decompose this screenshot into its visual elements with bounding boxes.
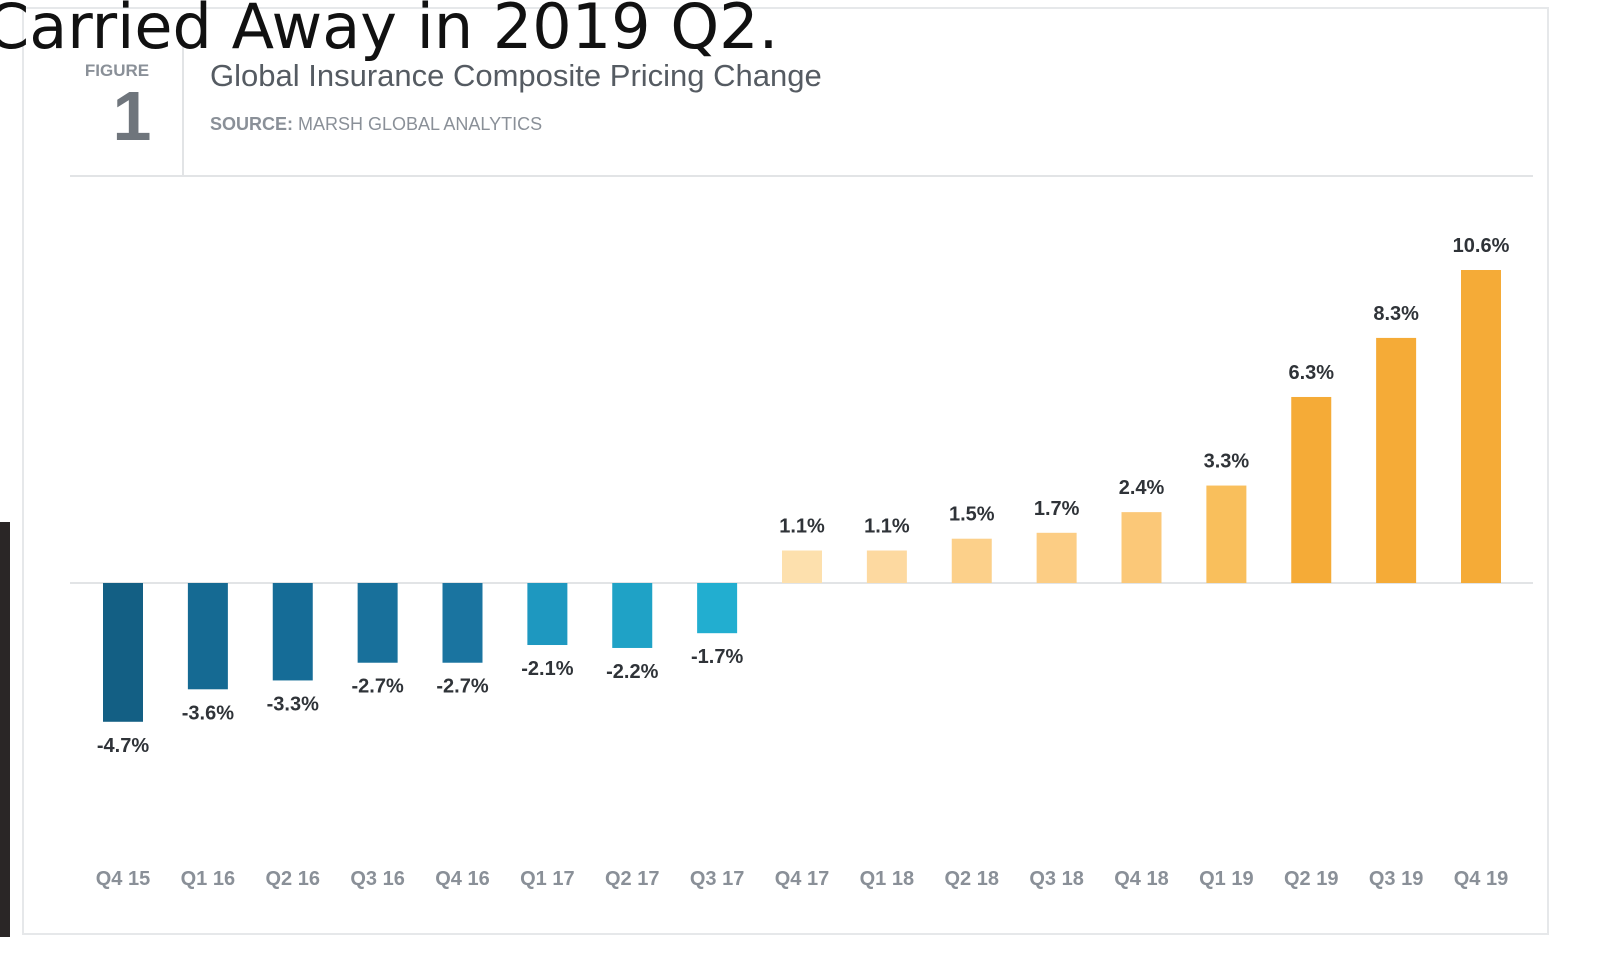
x-tick-label: Q4 19 xyxy=(1454,868,1508,890)
bar xyxy=(272,583,313,681)
value-label: -3.6% xyxy=(182,702,234,724)
bar xyxy=(527,583,568,646)
value-label: -1.7% xyxy=(691,646,743,668)
overlay-title: Carried Away in 2019 Q2. xyxy=(0,0,778,63)
bar xyxy=(1461,270,1501,583)
source-name: MARSH GLOBAL ANALYTICS xyxy=(298,114,542,134)
x-tick-label: Q1 18 xyxy=(860,868,914,890)
x-tick-label: Q1 16 xyxy=(181,868,235,890)
x-tick-label: Q4 15 xyxy=(96,868,150,890)
x-tick-label: Q3 16 xyxy=(350,868,404,890)
x-tick-label: Q3 19 xyxy=(1369,868,1423,890)
value-label: -3.3% xyxy=(267,693,319,715)
bar xyxy=(442,583,483,663)
bar xyxy=(782,550,822,583)
value-label: -2.7% xyxy=(352,676,404,698)
value-label: -4.7% xyxy=(97,735,149,757)
value-label: 10.6% xyxy=(1453,235,1510,257)
value-label: 2.4% xyxy=(1119,477,1165,499)
bar xyxy=(357,583,398,663)
bar xyxy=(1291,396,1332,583)
source-label: SOURCE: xyxy=(210,114,293,134)
x-tick-label: Q3 18 xyxy=(1029,868,1083,890)
value-label: -2.1% xyxy=(521,658,573,680)
chart-title: Global Insurance Composite Pricing Chang… xyxy=(210,58,822,93)
value-label: 1.7% xyxy=(1034,498,1080,520)
bar xyxy=(866,550,907,583)
value-label: -2.7% xyxy=(436,676,488,698)
value-label: 6.3% xyxy=(1288,362,1334,384)
image-edge xyxy=(0,522,10,937)
figure-number: 1 xyxy=(113,77,152,155)
source: SOURCE: MARSH GLOBAL ANALYTICS xyxy=(210,114,542,134)
x-tick-label: Q2 18 xyxy=(945,868,999,890)
x-tick-label: Q4 17 xyxy=(775,868,829,890)
bar xyxy=(187,583,228,690)
x-tick-label: Q1 17 xyxy=(520,868,574,890)
bar xyxy=(103,583,143,722)
value-label: 3.3% xyxy=(1204,451,1250,473)
value-label: -2.2% xyxy=(606,661,658,683)
x-tick-label: Q1 19 xyxy=(1199,868,1253,890)
figure-label: FIGURE xyxy=(85,61,149,80)
bar xyxy=(951,538,992,583)
value-label: 1.5% xyxy=(949,504,995,526)
bar xyxy=(612,583,653,648)
x-tick-label: Q4 16 xyxy=(435,868,489,890)
bar xyxy=(1376,337,1417,583)
x-tick-label: Q2 19 xyxy=(1284,868,1338,890)
bar xyxy=(697,583,738,634)
value-label: 8.3% xyxy=(1373,303,1419,325)
x-tick-label: Q3 17 xyxy=(690,868,744,890)
value-label: 1.1% xyxy=(779,516,825,538)
x-tick-label: Q2 17 xyxy=(605,868,659,890)
x-tick-label: Q2 16 xyxy=(266,868,320,890)
bar xyxy=(1206,485,1247,583)
value-label: 1.1% xyxy=(864,516,910,538)
panel-frame xyxy=(22,7,1549,935)
bar xyxy=(1121,512,1162,583)
bar xyxy=(1036,532,1077,583)
x-tick-label: Q4 18 xyxy=(1114,868,1168,890)
